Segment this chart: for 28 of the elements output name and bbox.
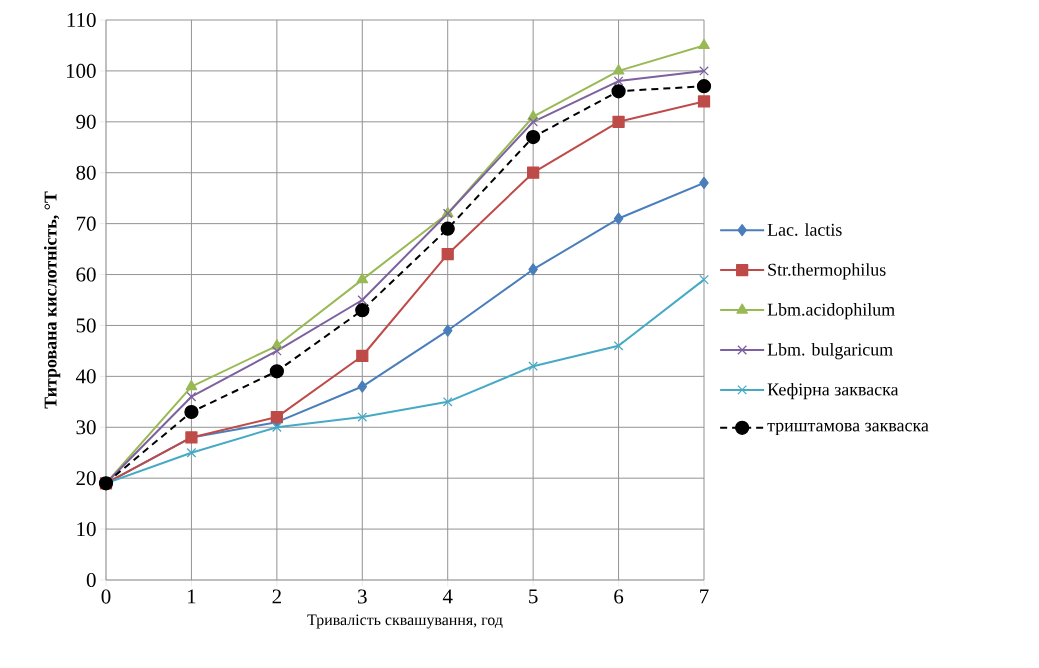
y-tick-label: 100 [66, 63, 96, 78]
y-tick-label: 70 [76, 216, 96, 231]
y-tick-label: 60 [76, 267, 96, 282]
legend-label: Lbm.acidophilum [767, 303, 895, 320]
legend-label: Lac. lactis [767, 223, 842, 236]
x-tick-label: 6 [614, 589, 624, 604]
x-axis-title: Тривалість сквашування, год [307, 614, 503, 629]
y-tick-label: 90 [76, 114, 96, 129]
x-tick-label: 7 [700, 589, 709, 604]
x-tick-label: 0 [101, 589, 111, 604]
y-tick-label: 110 [67, 12, 96, 28]
y-tick-label: 80 [76, 165, 96, 180]
x-tick-label: 1 [188, 589, 196, 604]
y-tick-label: 10 [77, 522, 96, 537]
legend-label: триштамова закваска [767, 422, 929, 436]
x-tick-label: 4 [442, 589, 453, 604]
legend-label: Кефірна закваска [767, 382, 899, 400]
y-tick-label: 50 [76, 318, 96, 333]
legend-label: Lbm. bulgaricum [767, 342, 893, 360]
y-tick-label: 0 [86, 572, 96, 588]
y-tick-label: 20 [76, 471, 96, 486]
x-tick-label: 5 [529, 589, 538, 604]
y-tick-label: 40 [75, 369, 96, 384]
x-tick-label: 3 [358, 589, 367, 604]
legend-label: Str.thermophilus [768, 263, 886, 280]
x-tick-label: 2 [272, 589, 281, 604]
y-axis-title: Титрована кислотність, °T [43, 191, 61, 409]
y-tick-label: 30 [76, 420, 96, 435]
